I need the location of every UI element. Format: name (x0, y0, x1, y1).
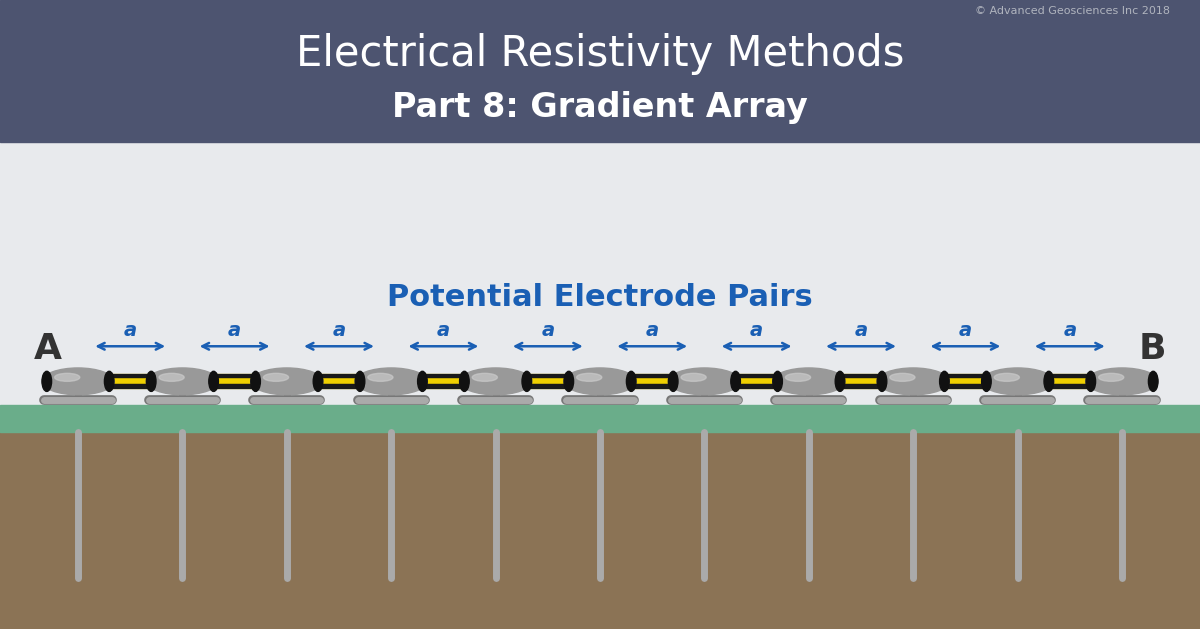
Text: a: a (750, 321, 763, 340)
Ellipse shape (890, 374, 916, 381)
Ellipse shape (104, 371, 114, 391)
Ellipse shape (626, 371, 636, 391)
Ellipse shape (42, 368, 114, 395)
Ellipse shape (355, 368, 427, 395)
Bar (0, 405, 1200, 431)
Ellipse shape (42, 371, 52, 391)
Text: a: a (228, 321, 241, 340)
Ellipse shape (680, 374, 706, 381)
Ellipse shape (55, 374, 79, 381)
Ellipse shape (576, 374, 602, 381)
Ellipse shape (146, 368, 218, 395)
Ellipse shape (668, 368, 740, 395)
Text: a: a (854, 321, 868, 340)
Ellipse shape (877, 368, 949, 395)
Ellipse shape (786, 374, 811, 381)
Ellipse shape (1086, 368, 1158, 395)
Text: a: a (541, 321, 554, 340)
Ellipse shape (146, 371, 156, 391)
Ellipse shape (877, 371, 887, 391)
Ellipse shape (1148, 371, 1158, 391)
Ellipse shape (367, 374, 394, 381)
Ellipse shape (564, 371, 574, 391)
Text: a: a (437, 321, 450, 340)
Ellipse shape (773, 371, 782, 391)
Bar (0, 431, 1200, 629)
Ellipse shape (355, 371, 365, 391)
Ellipse shape (1044, 371, 1054, 391)
Ellipse shape (1099, 374, 1123, 381)
Ellipse shape (982, 368, 1054, 395)
Text: a: a (1063, 321, 1076, 340)
Ellipse shape (940, 371, 949, 391)
Ellipse shape (460, 368, 532, 395)
Ellipse shape (160, 374, 185, 381)
Text: a: a (646, 321, 659, 340)
Text: Electrical Resistivity Methods: Electrical Resistivity Methods (296, 33, 904, 75)
Text: a: a (959, 321, 972, 340)
Ellipse shape (473, 374, 498, 381)
Ellipse shape (835, 371, 845, 391)
Ellipse shape (209, 371, 218, 391)
Ellipse shape (264, 374, 289, 381)
Ellipse shape (773, 368, 845, 395)
Text: © Advanced Geosciences Inc 2018: © Advanced Geosciences Inc 2018 (974, 6, 1170, 16)
Ellipse shape (418, 371, 427, 391)
Text: Part 8: Gradient Array: Part 8: Gradient Array (392, 91, 808, 124)
Ellipse shape (251, 368, 323, 395)
Ellipse shape (522, 371, 532, 391)
Text: a: a (332, 321, 346, 340)
Text: Potential Electrode Pairs: Potential Electrode Pairs (388, 283, 812, 312)
Ellipse shape (564, 368, 636, 395)
Ellipse shape (668, 371, 678, 391)
Ellipse shape (1086, 371, 1096, 391)
Text: B: B (1139, 331, 1165, 365)
Text: A: A (34, 331, 62, 365)
Ellipse shape (995, 374, 1020, 381)
Ellipse shape (251, 371, 260, 391)
Ellipse shape (982, 371, 991, 391)
Ellipse shape (731, 371, 740, 391)
Ellipse shape (313, 371, 323, 391)
Ellipse shape (460, 371, 469, 391)
Text: a: a (124, 321, 137, 340)
Bar (0, 142, 1200, 405)
